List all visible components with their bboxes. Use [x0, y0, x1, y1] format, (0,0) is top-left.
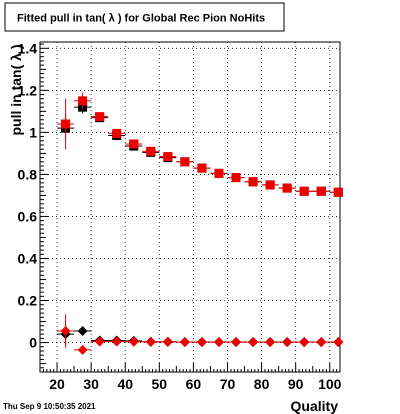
x-tick-label: 60: [186, 376, 202, 392]
x-tick-label: 50: [152, 376, 168, 392]
square-marker: [316, 186, 326, 196]
diamond-marker: [282, 337, 293, 348]
timestamp: Thu Sep 9 10:50:35 2021: [3, 402, 96, 411]
square-marker: [197, 163, 207, 173]
diamond-marker: [77, 344, 88, 355]
square-marker: [163, 152, 173, 162]
y-tick-label: 1.2: [18, 82, 38, 98]
y-tick-label: 0.4: [18, 250, 38, 266]
x-tick-label: 80: [254, 376, 270, 392]
y-tick-label: 0.8: [18, 166, 38, 182]
square-marker: [248, 177, 258, 187]
diamond-marker: [333, 337, 344, 348]
y-tick-label: 1.4: [18, 40, 38, 56]
square-marker: [112, 128, 122, 138]
diamond-marker: [77, 326, 88, 337]
square-marker: [78, 96, 88, 106]
diamond-marker: [94, 336, 105, 347]
square-marker: [214, 168, 224, 178]
square-marker: [265, 180, 275, 190]
square-marker: [146, 146, 156, 156]
data-marks: [57, 92, 344, 355]
diamond-marker: [265, 337, 276, 348]
diamond-marker: [299, 337, 310, 348]
diamond-marker: [111, 336, 122, 347]
diamond-marker: [128, 336, 139, 347]
axes: 20 30 40 50 60 70 80 90 100 0 0.2 0.4 0.6 0.8 1 1.2 1.4: [18, 40, 342, 392]
diamond-marker: [213, 337, 224, 348]
x-tick-label: 40: [117, 376, 133, 392]
diamond-marker: [162, 336, 173, 347]
y-tick-label: 0.6: [18, 208, 38, 224]
grid-lines: [40, 42, 340, 372]
y-tick-label: 0: [29, 335, 37, 351]
square-marker: [299, 186, 309, 196]
chart-title: Fitted pull in tan( λ ) for Global Rec P…: [17, 13, 265, 25]
diamond-marker: [248, 337, 259, 348]
x-tick-label: 20: [49, 376, 65, 392]
y-axis-label: pull in tan( λ ): [8, 45, 24, 136]
square-marker: [333, 187, 343, 197]
square-marker: [95, 112, 105, 122]
x-tick-label: 30: [83, 376, 99, 392]
square-marker: [282, 183, 292, 193]
diamond-marker: [179, 337, 190, 348]
diamond-marker: [60, 326, 71, 337]
diamond-marker: [231, 337, 242, 348]
diamond-marker: [145, 336, 156, 347]
square-marker: [129, 139, 139, 149]
plot-frame: [39, 41, 341, 373]
diamond-marker: [316, 337, 327, 348]
title-box: [4, 2, 285, 32]
square-marker: [231, 173, 241, 183]
x-tick-label: 100: [318, 376, 342, 392]
y-tick-label: 0.2: [18, 293, 38, 309]
square-marker: [180, 157, 190, 167]
y-tick-label: 1: [29, 124, 37, 140]
square-marker: [61, 119, 71, 129]
x-tick-label: 70: [220, 376, 236, 392]
x-axis-label: Quality: [291, 398, 339, 414]
x-tick-label: 90: [288, 376, 304, 392]
diamond-marker: [196, 337, 207, 348]
